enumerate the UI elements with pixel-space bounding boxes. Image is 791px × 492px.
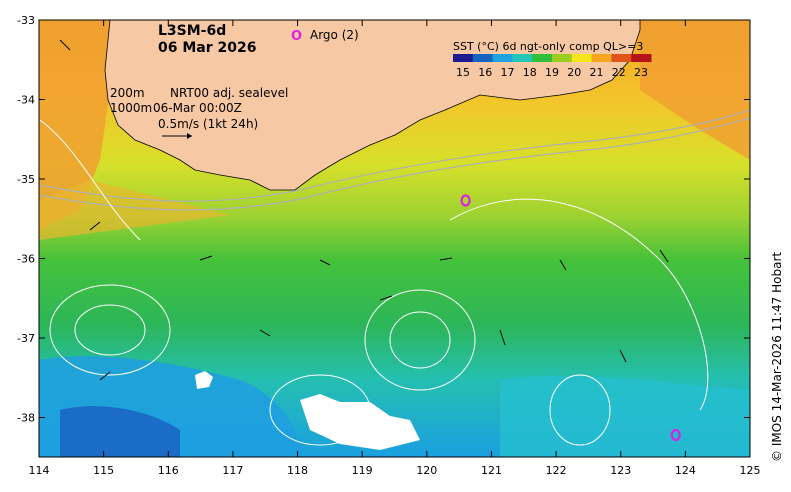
x-tick-label: 115 xyxy=(93,464,114,477)
colorbar-title: SST (°C) 6d ngt-only comp QL>=3 xyxy=(453,40,643,53)
product-title: L3SM-6d xyxy=(158,23,226,39)
colorbar-segment xyxy=(552,54,573,62)
legend-sealevel: NRT00 adj. sealevel xyxy=(170,86,288,100)
colorbar xyxy=(453,54,652,62)
colorbar-tick-label: 16 xyxy=(478,66,492,79)
x-tick-label: 123 xyxy=(610,464,631,477)
colorbar-segment xyxy=(571,54,593,62)
colorbar-segment xyxy=(532,54,553,62)
legend-depth-1000: 1000m xyxy=(110,101,152,115)
x-tick-label: 119 xyxy=(352,464,373,477)
plot-frame xyxy=(38,19,751,458)
isobath-1000m xyxy=(38,117,751,211)
y-tick-label: -37 xyxy=(17,332,35,345)
colorbar-segment xyxy=(591,54,612,62)
x-tick-label: 120 xyxy=(416,464,437,477)
y-tick-label: -35 xyxy=(17,173,35,186)
colorbar-segment xyxy=(611,54,632,62)
argo-floats xyxy=(460,194,681,442)
y-tick-label: -34 xyxy=(17,94,35,107)
colorbar-segment xyxy=(492,54,513,62)
credit-text: © IMOS 14-Mar-2026 11:47 Hobart xyxy=(770,252,784,462)
colorbar-ticks: 15 16 17 18 19 20 21 22 23 xyxy=(456,66,648,79)
argo-legend-icon: O xyxy=(291,29,302,44)
x-tick-label: 121 xyxy=(481,464,502,477)
argo-float-marker xyxy=(460,194,471,207)
argo-float-marker xyxy=(670,428,681,442)
x-tick-label: 117 xyxy=(222,464,243,477)
legend-scale: 0.5m/s (1kt 24h) xyxy=(158,117,258,131)
legend-depth-200: 200m xyxy=(110,86,145,100)
x-tick-label: 124 xyxy=(675,464,696,477)
argo-legend-label: Argo (2) xyxy=(310,28,359,42)
x-tick-label: 118 xyxy=(287,464,308,477)
date-title: 06 Mar 2026 xyxy=(158,40,256,56)
y-tick-label: -33 xyxy=(17,14,35,27)
legend-time: 06-Mar 00:00Z xyxy=(153,101,242,115)
colorbar-tick-label: 17 xyxy=(501,66,515,79)
x-tick-label: 116 xyxy=(158,464,179,477)
land-mass xyxy=(104,19,641,191)
y-tick-label: -38 xyxy=(17,412,35,425)
colorbar-segment xyxy=(631,54,652,62)
x-tick-label: 114 xyxy=(29,464,50,477)
colorbar-tick-label: 20 xyxy=(567,66,581,79)
colorbar-segment xyxy=(472,54,494,62)
colorbar-tick-label: 23 xyxy=(634,66,648,79)
x-tick-label: 125 xyxy=(740,464,761,477)
legend-scale-arrowhead xyxy=(187,133,192,139)
colorbar-tick-label: 21 xyxy=(590,66,604,79)
y-axis: -33 -34 -35 -36 -37 -38 xyxy=(17,14,750,425)
colorbar-segment xyxy=(453,54,474,62)
isobath-200m xyxy=(38,109,751,202)
y-tick-label: -36 xyxy=(17,253,35,266)
colorbar-tick-label: 19 xyxy=(545,66,559,79)
x-tick-label: 122 xyxy=(546,464,567,477)
colorbar-tick-label: 18 xyxy=(523,66,537,79)
colorbar-tick-label: 15 xyxy=(456,66,470,79)
colorbar-tick-label: 22 xyxy=(612,66,626,79)
sealevel-contours xyxy=(39,119,709,446)
colorbar-segment xyxy=(512,54,533,62)
x-axis: 114 115 116 117 118 119 120 121 122 123 124 125 xyxy=(29,20,761,477)
current-vectors xyxy=(59,39,669,381)
